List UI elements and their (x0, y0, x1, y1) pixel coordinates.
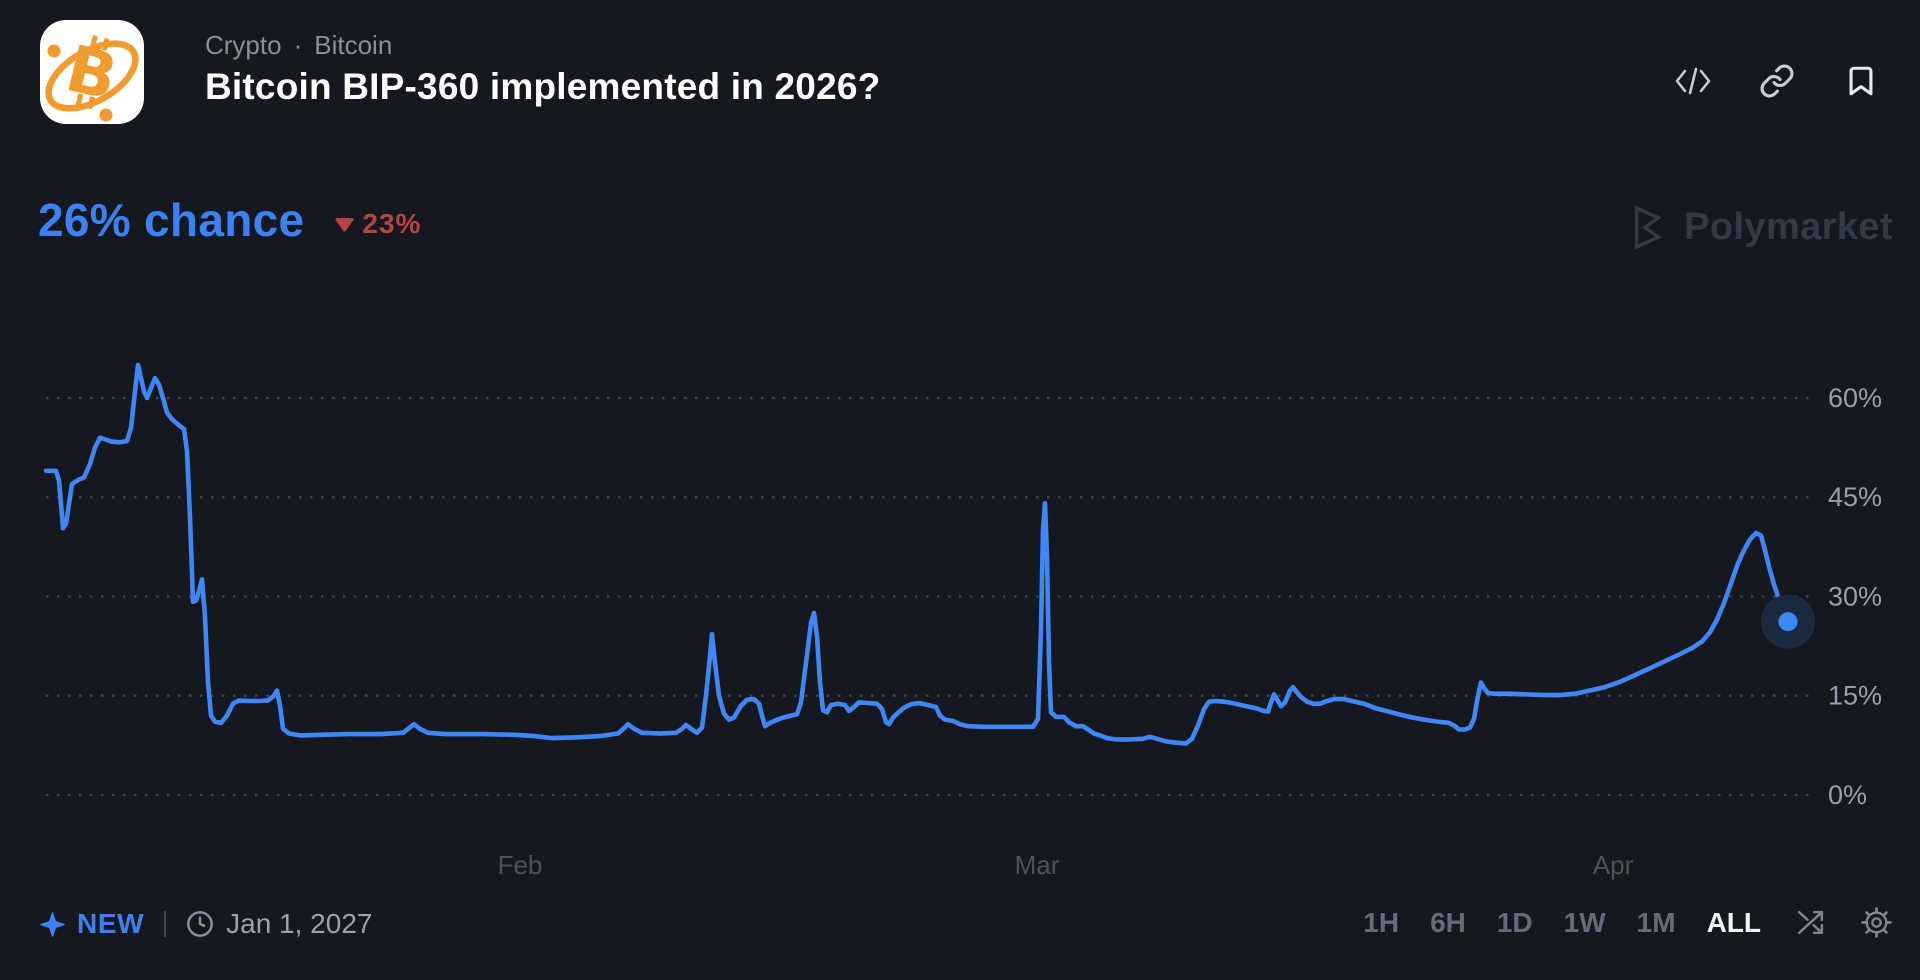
range-button-1w[interactable]: 1W (1563, 906, 1606, 938)
footer-divider (164, 911, 167, 937)
gear-icon (1861, 907, 1892, 938)
svg-text:60%: 60% (1828, 383, 1882, 413)
svg-text:Feb: Feb (498, 850, 543, 880)
svg-text:0%: 0% (1828, 780, 1867, 810)
polymarket-logo-icon (1635, 205, 1662, 250)
brand-watermark: Polymarket (1628, 204, 1893, 251)
svg-text:Apr: Apr (1593, 850, 1634, 880)
breadcrumb-subcategory[interactable]: Bitcoin (314, 30, 393, 60)
page-title: Bitcoin BIP-360 implemented in 2026? (205, 66, 881, 107)
bookmark-button[interactable] (1842, 62, 1880, 100)
change-badge: 23% (334, 208, 421, 240)
crossed-arrows-icon (1797, 910, 1824, 935)
clock-icon (187, 911, 214, 937)
resolution-date: Jan 1, 2027 (226, 908, 373, 939)
embed-code-icon (1675, 67, 1711, 95)
bitcoin-orbit-icon: B (45, 32, 139, 122)
new-badge: NEW (77, 908, 145, 939)
triangle-down-icon (335, 217, 354, 231)
chart-controls: 1H 6H 1D 1W 1M ALL (1363, 906, 1893, 939)
svg-text:15%: 15% (1828, 681, 1882, 711)
chance-value: 26% chance (38, 194, 305, 246)
footer-status: NEW Jan 1, 2027 (40, 908, 372, 940)
change-value: 23% (362, 208, 422, 239)
market-actions (1674, 62, 1880, 100)
breadcrumb: Crypto · Bitcoin (205, 30, 392, 61)
embed-code-button[interactable] (1674, 62, 1712, 100)
market-logo: B (40, 20, 144, 124)
sparkle-new-icon (40, 911, 65, 937)
scale-toggle-button[interactable] (1794, 906, 1827, 939)
bookmark-icon (1849, 66, 1873, 96)
range-button-all[interactable]: ALL (1706, 906, 1761, 938)
breadcrumb-category[interactable]: Crypto (205, 30, 282, 60)
range-button-1d[interactable]: 1D (1496, 906, 1533, 938)
copy-link-icon (1760, 64, 1794, 98)
probability-row: 26% chance 23% (38, 193, 421, 247)
range-button-1m[interactable]: 1M (1636, 906, 1676, 938)
settings-button[interactable] (1860, 906, 1893, 939)
copy-link-button[interactable] (1758, 62, 1796, 100)
svg-text:Mar: Mar (1015, 850, 1060, 880)
breadcrumb-separator: · (293, 30, 303, 60)
svg-text:45%: 45% (1828, 482, 1882, 512)
range-button-1h[interactable]: 1H (1363, 906, 1400, 938)
range-button-6h[interactable]: 6H (1430, 906, 1466, 938)
svg-text:30%: 30% (1828, 581, 1882, 611)
brand-watermark-label: Polymarket (1684, 206, 1893, 248)
